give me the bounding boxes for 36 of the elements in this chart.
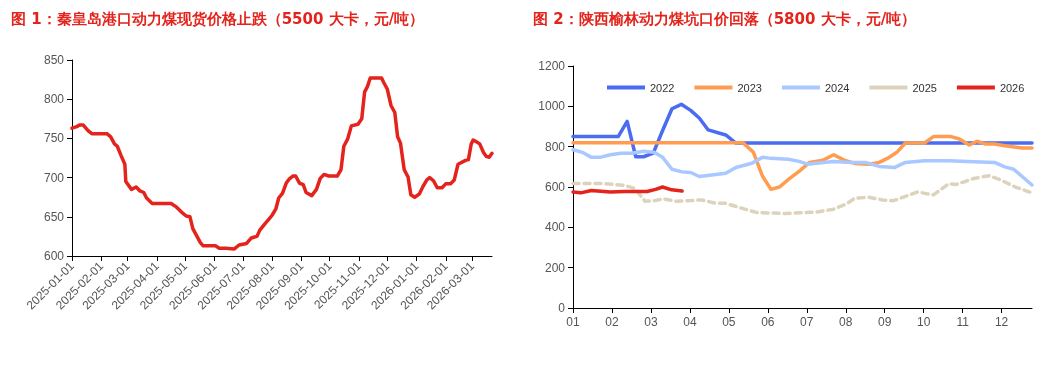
y-tick-label: 800 <box>544 139 566 154</box>
x-tick-label: 04 <box>683 315 697 329</box>
y-tick-label: 1000 <box>538 99 566 114</box>
legend-label: 2023 <box>737 81 762 94</box>
y-tick-label: 750 <box>43 131 65 146</box>
x-tick-label: 09 <box>878 315 892 329</box>
legend-label: 2026 <box>999 81 1025 94</box>
legend-label: 2022 <box>650 81 675 94</box>
line-series <box>571 147 1034 187</box>
x-tick-label: 01 <box>566 315 580 329</box>
y-tick-label: 600 <box>43 249 65 263</box>
y-tick-label: 850 <box>43 53 65 67</box>
x-tick-label: 05 <box>722 315 736 329</box>
y-tick-label: 0 <box>558 301 566 315</box>
chart-title: 图 1：秦皇岛港口动力煤现货价格止跌（5500 大卡，元/吨） <box>11 9 425 28</box>
x-tick-label: 06 <box>761 315 775 329</box>
legend-label: 2024 <box>824 81 850 94</box>
y-tick-label: 700 <box>43 170 65 185</box>
y-tick-label: 650 <box>43 209 65 224</box>
line-series <box>571 173 1034 216</box>
x-tick-label: 08 <box>839 315 853 329</box>
y-tick-label: 200 <box>544 260 566 275</box>
y-tick-label: 600 <box>544 180 566 194</box>
y-tick-label: 1200 <box>538 59 566 73</box>
line-series <box>70 76 494 251</box>
x-tick-label: 03 <box>644 315 658 329</box>
x-tick-label: 12 <box>994 315 1009 329</box>
line-series <box>571 134 1034 192</box>
chart-title: 图 2：陕西榆林动力煤坑口价回落（5800 大卡，元/吨） <box>533 9 917 28</box>
x-tick-label: 02 <box>605 315 619 329</box>
y-tick-label: 800 <box>43 92 65 107</box>
x-tick-label: 11 <box>956 315 970 329</box>
x-tick-label: 10 <box>917 315 931 329</box>
legend-label: 2025 <box>912 81 937 94</box>
x-tick-label: 07 <box>800 315 814 329</box>
y-tick-label: 400 <box>544 220 566 235</box>
